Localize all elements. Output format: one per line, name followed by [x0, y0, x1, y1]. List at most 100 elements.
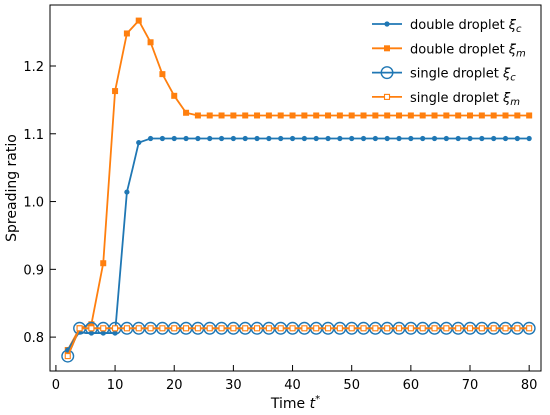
- data-point: [455, 325, 462, 332]
- data-point: [502, 112, 509, 119]
- data-point: [242, 325, 249, 332]
- data-point: [396, 112, 403, 119]
- data-point: [112, 88, 119, 95]
- data-point: [254, 112, 261, 119]
- data-point: [218, 135, 225, 142]
- data-point: [360, 135, 367, 142]
- data-point: [407, 112, 414, 119]
- data-point: [313, 325, 320, 332]
- data-point: [289, 325, 296, 332]
- data-point: [431, 112, 438, 119]
- series-1: [64, 17, 533, 353]
- data-point: [183, 325, 190, 332]
- data-point: [100, 260, 107, 267]
- data-point: [348, 112, 355, 119]
- legend-marker: [384, 21, 390, 27]
- data-point: [230, 325, 237, 332]
- x-tick-label: 50: [343, 378, 360, 393]
- data-point: [478, 325, 485, 332]
- data-point: [360, 325, 367, 332]
- data-point: [135, 17, 142, 24]
- data-point: [301, 112, 308, 119]
- y-tick-label: 1.1: [23, 128, 44, 143]
- data-point: [171, 325, 178, 332]
- data-point: [336, 325, 343, 332]
- data-point: [491, 135, 497, 142]
- data-point: [467, 112, 474, 119]
- plot-frame: [49, 4, 542, 372]
- legend-marker: [383, 93, 391, 100]
- data-point: [467, 135, 473, 142]
- data-point: [349, 135, 355, 142]
- data-point: [135, 325, 142, 332]
- data-point: [265, 112, 272, 119]
- data-point: [408, 135, 414, 142]
- series-3: [64, 325, 533, 360]
- x-axis-label: Time t*: [270, 394, 320, 412]
- x-tick-label: 0: [52, 378, 60, 393]
- series-line: [66, 137, 530, 351]
- data-point: [360, 112, 367, 119]
- data-point: [502, 135, 509, 142]
- data-point: [194, 325, 201, 332]
- data-point: [514, 325, 521, 332]
- data-point: [301, 325, 308, 332]
- data-point: [407, 325, 414, 332]
- legend-label: single droplet ξc: [410, 67, 516, 84]
- data-point: [206, 325, 213, 332]
- data-point: [195, 135, 201, 142]
- x-tick-label: 80: [521, 378, 538, 393]
- data-point: [490, 112, 497, 119]
- data-point: [147, 135, 154, 142]
- data-point: [265, 325, 272, 332]
- data-point: [242, 112, 249, 119]
- data-point: [348, 325, 355, 332]
- data-point: [112, 325, 119, 332]
- data-point: [431, 135, 438, 142]
- data-point: [218, 325, 225, 332]
- data-point: [301, 135, 307, 142]
- data-point: [136, 139, 142, 146]
- data-point: [443, 135, 449, 142]
- y-tick-label: 0.8: [23, 331, 44, 346]
- data-point: [123, 325, 130, 332]
- data-point: [159, 71, 166, 78]
- series-0: [65, 135, 532, 353]
- data-point: [455, 112, 462, 119]
- legend-label: double droplet ξm: [410, 42, 526, 59]
- data-point: [443, 112, 450, 119]
- x-tick-label: 40: [284, 378, 301, 393]
- y-tick-label: 1.0: [23, 196, 44, 211]
- data-point: [337, 135, 343, 142]
- data-point: [466, 325, 474, 332]
- data-point: [159, 325, 166, 332]
- data-point: [372, 325, 379, 332]
- data-point: [372, 135, 378, 142]
- data-point: [254, 135, 260, 142]
- data-point: [88, 321, 95, 328]
- data-point: [218, 112, 225, 119]
- series-line: [66, 19, 530, 351]
- legend-entry: single droplet ξc: [372, 66, 516, 84]
- data-point: [313, 135, 319, 142]
- legend-marker: [380, 66, 394, 80]
- legend-entry: double droplet ξc: [372, 18, 522, 35]
- data-point: [526, 325, 533, 332]
- data-point: [147, 325, 154, 332]
- data-point: [396, 135, 402, 142]
- data-point: [419, 112, 426, 119]
- y-tick-label: 1.2: [23, 60, 44, 75]
- data-point: [194, 112, 201, 119]
- data-point: [159, 135, 165, 142]
- data-point: [100, 325, 107, 332]
- plot-marks: [61, 17, 536, 363]
- data-point: [502, 325, 509, 332]
- data-point: [514, 112, 521, 119]
- data-point: [171, 135, 177, 142]
- legend-entry: single droplet ξm: [372, 91, 520, 108]
- data-point: [123, 30, 130, 37]
- data-point: [325, 135, 331, 142]
- data-point: [242, 135, 248, 142]
- data-point: [183, 135, 189, 142]
